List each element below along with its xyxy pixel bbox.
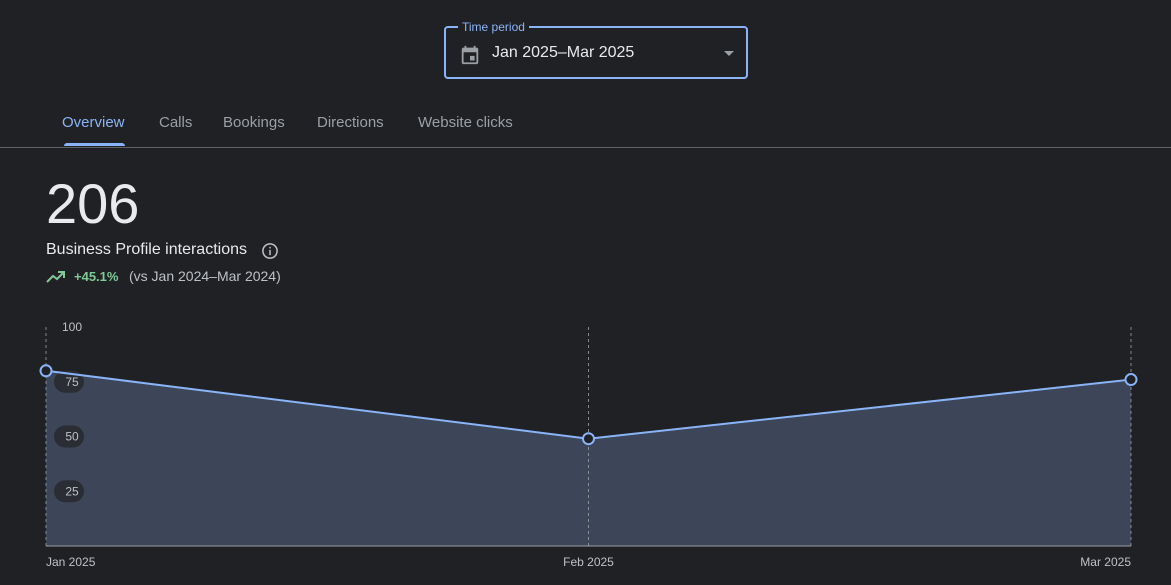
tab-directions[interactable]: Directions [317,114,384,131]
area-fill [46,370,1131,546]
tab-bar: Overview Calls Bookings Directions Websi… [0,100,1171,148]
change-percentage: +45.1% [74,269,119,284]
time-period-selector[interactable]: Time period Jan 2025–Mar 2025 [444,19,748,79]
data-point [39,364,53,378]
chevron-down-icon[interactable] [724,51,734,56]
info-icon[interactable] [261,242,279,260]
y-tick-label: 100 [62,320,82,334]
trending-up-icon [46,271,65,283]
tab-website-clicks[interactable]: Website clicks [418,114,513,131]
tab-bookings[interactable]: Bookings [223,114,285,131]
active-tab-indicator [64,143,125,146]
y-tick-pill [54,370,84,393]
y-tick-pill [54,425,84,448]
interactions-area-chart: 25 50 75 100 Jan 2025 Feb 2025 Mar 2025 [39,320,1138,569]
y-tick-label: 75 [65,375,79,389]
data-point [582,432,595,446]
data-point [1124,373,1138,387]
tab-overview[interactable]: Overview [62,114,125,131]
y-tick-label: 25 [65,484,79,498]
calendar-icon [461,45,479,65]
x-tick-label: Feb 2025 [563,555,614,569]
tab-calls[interactable]: Calls [159,114,193,131]
metric-title: Business Profile interactions [46,241,247,258]
time-period-label: Time period [458,19,529,35]
x-tick-label: Mar 2025 [1080,555,1131,569]
comparison-period: (vs Jan 2024–Mar 2024) [129,268,281,284]
y-tick-label: 50 [65,430,79,444]
y-tick-pill [54,480,84,503]
total-interactions-value: 206 [46,172,140,235]
x-tick-label: Jan 2025 [46,555,96,569]
time-period-value: Jan 2025–Mar 2025 [492,44,635,61]
